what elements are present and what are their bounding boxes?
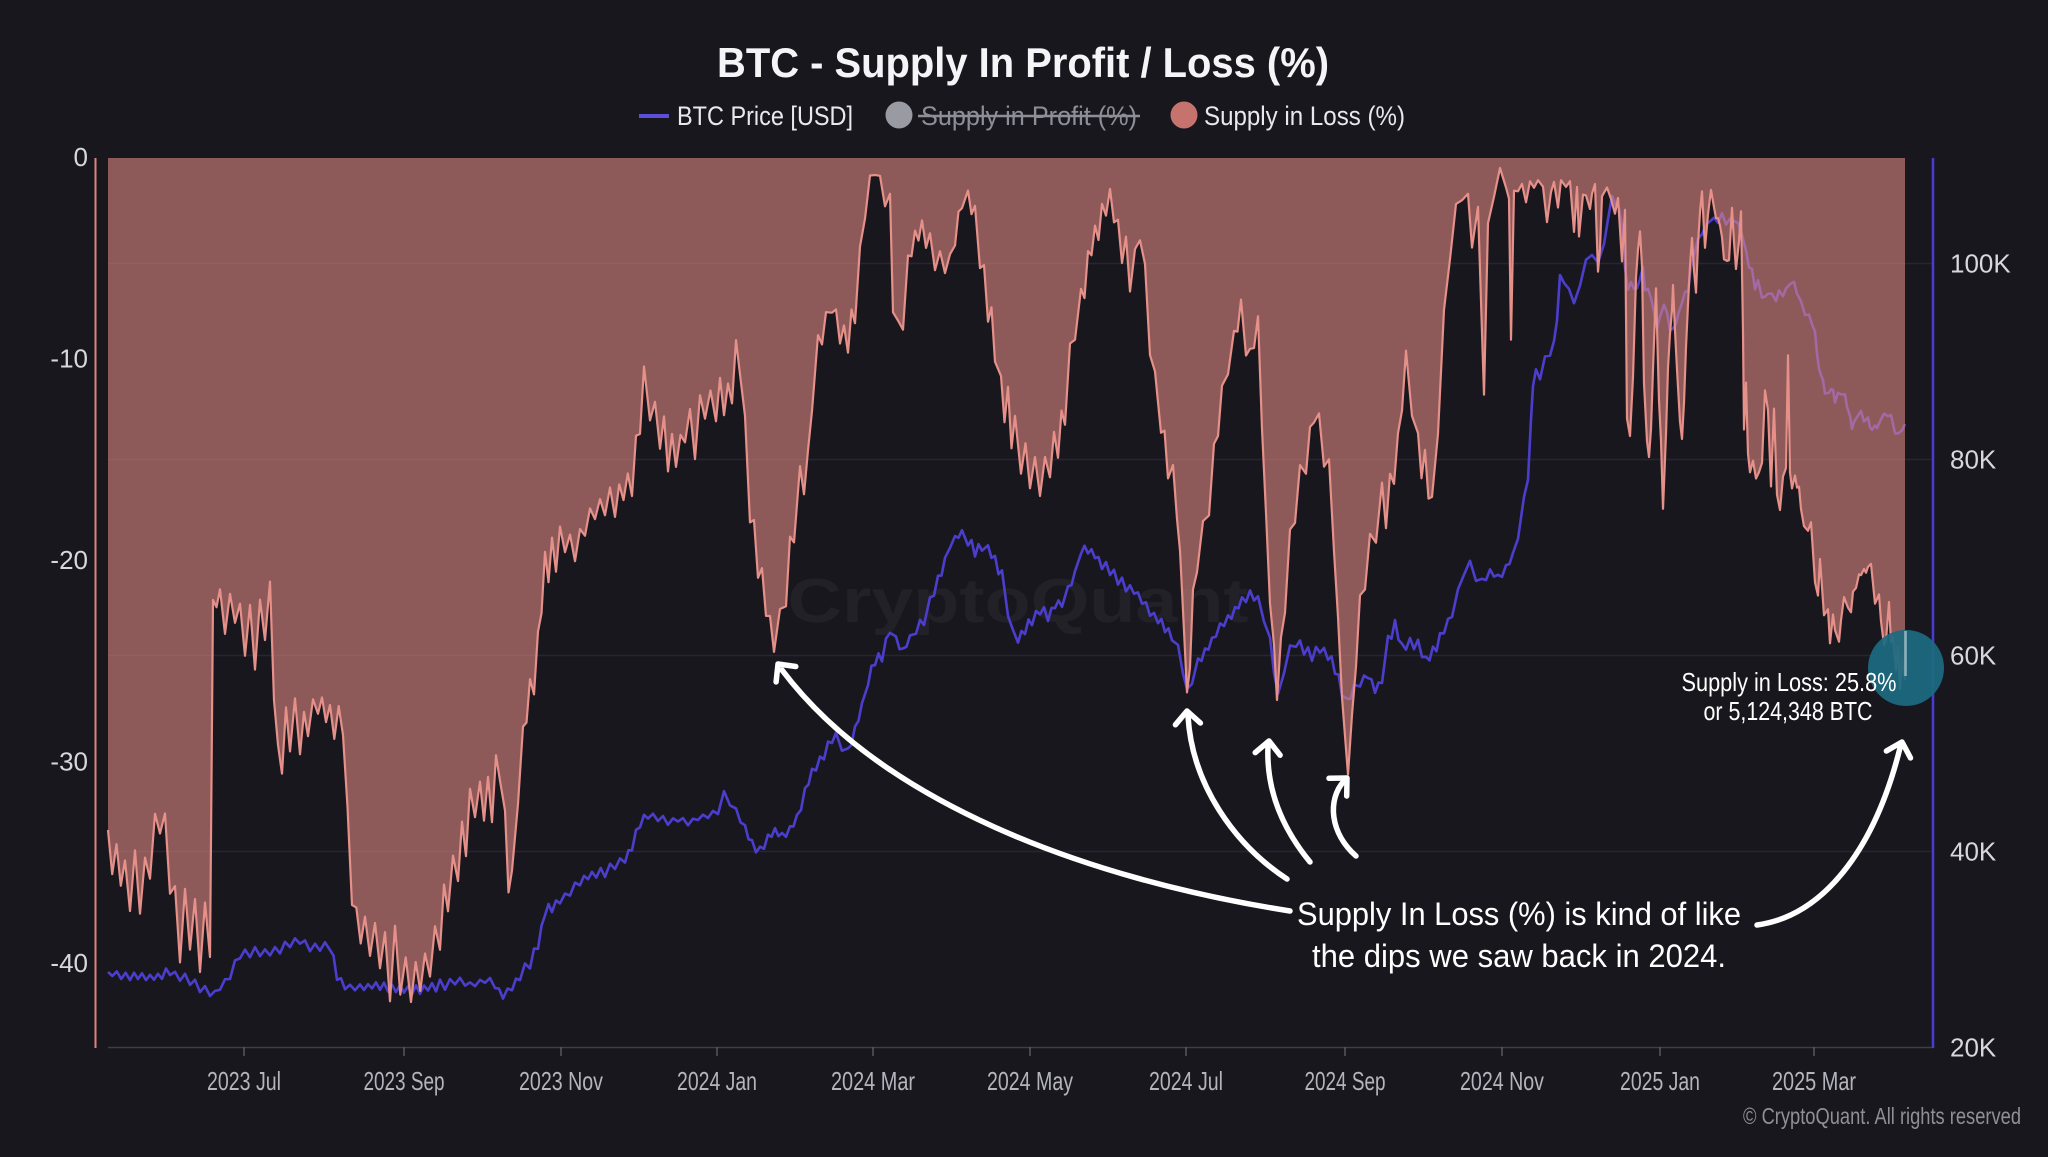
svg-text:BTC Price [USD]: BTC Price [USD] bbox=[677, 101, 853, 131]
svg-text:BTC - Supply In Profit / Loss: BTC - Supply In Profit / Loss (%) bbox=[717, 39, 1329, 86]
svg-text:Supply in Loss: 25.8%: Supply in Loss: 25.8% bbox=[1682, 667, 1897, 697]
svg-text:20K: 20K bbox=[1950, 1033, 1997, 1063]
svg-text:2023 Sep: 2023 Sep bbox=[364, 1066, 445, 1096]
svg-text:-10: -10 bbox=[50, 344, 88, 374]
svg-text:2023 Jul: 2023 Jul bbox=[207, 1066, 281, 1096]
svg-text:40K: 40K bbox=[1950, 837, 1997, 867]
svg-text:or 5,124,348 BTC: or 5,124,348 BTC bbox=[1704, 696, 1873, 726]
svg-text:2025 Jan: 2025 Jan bbox=[1620, 1066, 1700, 1096]
svg-text:2024 Mar: 2024 Mar bbox=[831, 1066, 915, 1096]
svg-text:2023 Nov: 2023 Nov bbox=[519, 1066, 603, 1096]
svg-text:Supply In Loss (%) is kind of: Supply In Loss (%) is kind of like bbox=[1297, 896, 1741, 932]
svg-text:80K: 80K bbox=[1950, 445, 1997, 475]
svg-text:2024 Jan: 2024 Jan bbox=[677, 1066, 757, 1096]
svg-text:Supply in Loss (%): Supply in Loss (%) bbox=[1204, 101, 1405, 131]
svg-text:100K: 100K bbox=[1950, 249, 2011, 279]
svg-text:-20: -20 bbox=[50, 545, 88, 575]
svg-text:2024 Sep: 2024 Sep bbox=[1305, 1066, 1386, 1096]
svg-text:CryptoQuant: CryptoQuant bbox=[788, 567, 1249, 636]
svg-text:2024 May: 2024 May bbox=[987, 1066, 1073, 1096]
svg-text:-30: -30 bbox=[50, 747, 88, 777]
svg-text:the dips we saw back in 2024.: the dips we saw back in 2024. bbox=[1312, 938, 1726, 974]
svg-text:2024 Jul: 2024 Jul bbox=[1149, 1066, 1223, 1096]
svg-text:-40: -40 bbox=[50, 948, 88, 978]
svg-text:2025 Mar: 2025 Mar bbox=[1772, 1066, 1856, 1096]
svg-text:60K: 60K bbox=[1950, 641, 1997, 671]
svg-text:2024 Nov: 2024 Nov bbox=[1460, 1066, 1544, 1096]
svg-text:© CryptoQuant. All rights rese: © CryptoQuant. All rights reserved bbox=[1743, 1103, 2021, 1129]
svg-text:0: 0 bbox=[74, 142, 88, 172]
